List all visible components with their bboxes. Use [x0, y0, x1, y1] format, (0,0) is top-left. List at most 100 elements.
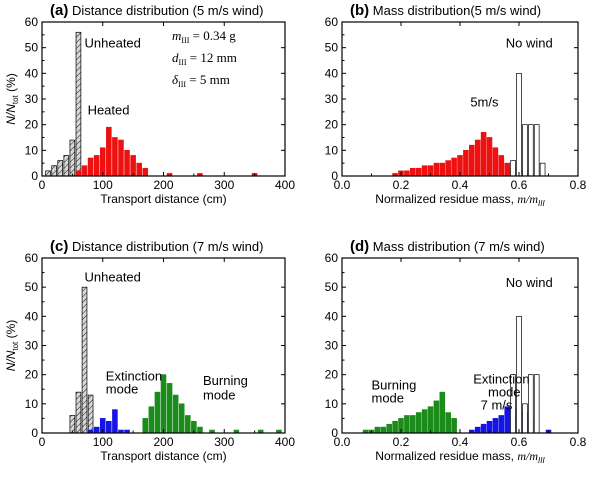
bar: [404, 415, 410, 434]
panel-title-text: Distance distribution (5 m/s wind): [72, 3, 263, 18]
annotation: Unheated: [85, 36, 141, 51]
x-tick-label: 0: [39, 435, 46, 449]
bar: [439, 391, 446, 434]
bar: [504, 162, 510, 177]
bar: [410, 415, 416, 434]
y-axis-label-tail: (%): [4, 73, 18, 95]
x-tick-label: 200: [153, 435, 173, 449]
y-axis-label-tail: (%): [4, 320, 18, 342]
bar: [112, 409, 118, 434]
parameter: δIII = 5 mm: [172, 72, 230, 89]
panel-title-text: Mass distribution(5 m/s wind): [373, 3, 541, 18]
y-axis-label: N/Ntot (%): [4, 73, 20, 125]
y-tick-label: 30: [325, 339, 339, 353]
bar: [148, 406, 155, 434]
x-tick-label: 0.2: [393, 435, 410, 449]
y-axis-label-sub: tot: [11, 94, 20, 104]
y-axis-label-main: N/N: [4, 350, 18, 371]
bar: [142, 167, 149, 177]
annotation: Extinction: [473, 371, 529, 386]
panel-letter: (a): [50, 2, 68, 19]
ticks: 0.0 0.2 0.4 0.6 0.8 0 10 20 30 40 50 60: [325, 251, 587, 449]
x-axis-label: Normalized residue mass, m/mIII: [375, 192, 545, 208]
panel-a: 0 100 200 300 400 0 10 20 30 40 50 60 (a) Distance d…: [4, 2, 295, 206]
bar: [136, 162, 142, 177]
panel-title: (c) Distance distribution (7 m/s wind): [50, 238, 263, 255]
panel-d: 0.0 0.2 0.4 0.6 0.8 0 10 20 30 40 50 60 (d) Mass dis…: [325, 238, 587, 465]
bar: [474, 139, 481, 177]
y-tick-label: 0: [31, 426, 38, 440]
bar: [410, 167, 416, 177]
y-tick-label: 30: [325, 92, 339, 106]
bar: [374, 426, 381, 434]
bar: [522, 403, 528, 434]
bar: [99, 147, 106, 177]
y-tick-label: 40: [25, 66, 39, 80]
bar: [63, 155, 70, 177]
x-tick-label: 0.4: [452, 178, 469, 192]
bar: [522, 124, 528, 177]
panel-b: 0.0 0.2 0.4 0.6 0.8 0 10 20 30 40 50 60 (b) Mass dis…: [325, 2, 587, 208]
x-axis-label: Transport distance (cm): [100, 449, 226, 463]
bar: [445, 412, 451, 434]
x-tick-label: 0.0: [334, 435, 351, 449]
bar: [81, 165, 88, 177]
panel-letter: (d): [350, 238, 369, 255]
ticks: 0 100 200 300 400 0 10 20 30 40 50 60: [25, 15, 296, 192]
bar: [433, 400, 440, 434]
bar: [451, 157, 457, 177]
bar: [142, 418, 149, 434]
x-tick-label: 100: [93, 435, 113, 449]
y-tick-label: 60: [25, 251, 39, 265]
ticks: 0.0 0.2 0.4 0.6 0.8 0 10 20 30 40 50 60: [325, 15, 587, 192]
x-axis-label-sub: III: [538, 456, 545, 465]
x-axis-label: Normalized residue mass, m/mIII: [375, 449, 545, 465]
bar: [421, 165, 428, 177]
panel-title: (b) Mass distribution(5 m/s wind): [350, 2, 541, 19]
bar: [87, 157, 94, 177]
bar: [81, 286, 88, 434]
panel-letter: (c): [50, 238, 68, 255]
parameter-symbol: δ: [172, 72, 179, 87]
bar: [533, 124, 540, 177]
bar: [178, 403, 185, 434]
bar: [528, 124, 534, 177]
y-tick-label: 0: [331, 426, 338, 440]
bar: [463, 149, 469, 177]
y-tick-label: 50: [25, 41, 39, 55]
annotation: Burning: [203, 373, 248, 388]
bar: [197, 426, 203, 434]
x-axis-label-text: Transport distance (cm): [100, 192, 226, 206]
x-tick-label: 0: [39, 178, 46, 192]
y-axis-label-main: N/N: [4, 104, 18, 125]
bar: [480, 132, 487, 177]
bar: [154, 391, 161, 434]
annotation: mode: [372, 390, 405, 405]
bar: [415, 167, 422, 177]
y-tick-label: 20: [325, 368, 339, 382]
bar: [445, 160, 451, 177]
x-tick-label: 0.0: [334, 178, 351, 192]
y-tick-label: 50: [325, 41, 339, 55]
y-tick-label: 10: [25, 397, 39, 411]
bar: [166, 383, 173, 434]
bar: [427, 406, 434, 434]
x-axis-label-italic: m/m: [517, 449, 538, 463]
y-tick-label: 0: [331, 169, 338, 183]
annotation: No wind: [506, 36, 553, 51]
x-axis-label-text: Normalized residue mass,: [375, 192, 517, 206]
bar: [474, 426, 481, 434]
bar: [492, 418, 499, 434]
x-tick-label: 0.8: [570, 435, 587, 449]
y-tick-label: 10: [325, 143, 339, 157]
x-tick-label: 400: [275, 178, 295, 192]
bar: [130, 155, 136, 177]
parameter-value: = 0.34 g: [189, 28, 236, 43]
panel-title-text: Mass distribution (7 m/s wind): [373, 239, 545, 254]
bar: [87, 394, 94, 434]
bar: [533, 374, 540, 434]
bar: [75, 391, 82, 434]
bar: [185, 415, 191, 434]
bar: [172, 394, 179, 434]
panel-title-text: Distance distribution (7 m/s wind): [72, 239, 263, 254]
